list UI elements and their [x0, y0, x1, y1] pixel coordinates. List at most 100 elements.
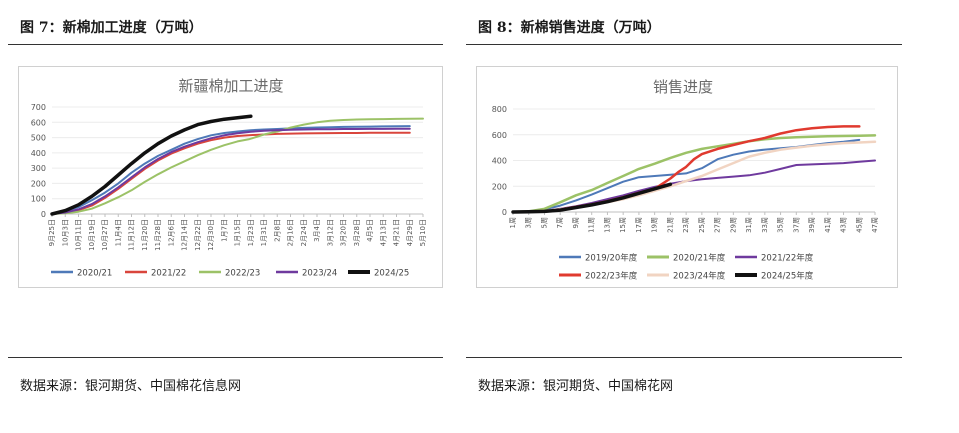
x-tick-label: 12月6日: [167, 219, 175, 246]
y-tick-label: 200: [31, 179, 46, 188]
x-tick-label: 12月22日: [194, 219, 202, 251]
y-tick-label: 0: [502, 208, 507, 217]
x-tick-label: 10月11日: [75, 219, 83, 251]
x-tick-label: 13周: [603, 217, 611, 233]
x-tick-label: 35周: [777, 217, 785, 233]
x-tick-label: 7周: [556, 217, 564, 228]
processing-chart-grid: [52, 106, 423, 215]
x-tick-label: 12月14日: [181, 219, 189, 251]
left-bottom-rule: [8, 357, 443, 358]
x-tick-label: 17周: [635, 217, 643, 233]
x-tick-label: 27周: [714, 217, 722, 233]
processing-chart-title: 新疆棉加工进度: [178, 77, 283, 95]
sales-chart-legend: 2019/20年度 2020/21年度 2021/22年度 2022/23年度 2023…: [559, 253, 814, 282]
x-tick-label: 1周: [509, 217, 517, 228]
processing-chart-legend: 2020/21 2021/22 2022/23 2023/24 2024/25: [51, 269, 409, 279]
sales-chart-y-ticks: 0 200 400 600 800: [492, 105, 507, 217]
x-tick-label: 3月12日: [326, 219, 334, 246]
legend-label-2: 2021/22: [151, 269, 186, 279]
legend-label-3: 2021/22年度: [761, 253, 814, 264]
x-tick-label: 10月3日: [61, 219, 69, 246]
series-line-2: [51, 131, 411, 215]
y-tick-label: 100: [31, 195, 46, 204]
x-tick-label: 19周: [651, 217, 659, 233]
y-tick-label: 500: [31, 134, 46, 143]
right-top-rule: [466, 44, 902, 45]
x-tick-label: 12月30日: [207, 219, 215, 251]
y-tick-label: 600: [492, 131, 507, 140]
x-tick-label: 11月4日: [114, 219, 122, 246]
left-top-rule: [8, 44, 443, 45]
x-tick-label: 3周: [525, 217, 533, 228]
x-tick-label: 11月20日: [141, 219, 149, 251]
x-tick-label: 10月19日: [88, 219, 96, 251]
y-tick-label: 400: [31, 149, 46, 158]
x-tick-label: 47周: [871, 217, 879, 233]
series-line-3: [51, 117, 424, 215]
x-tick-label: 5周: [540, 217, 548, 228]
sales-chart: 销售进度 0 200 400 600 800 1周 3周 5周 7周 9周 11周 13周 15周 17…: [492, 78, 879, 282]
x-tick-label: 9月25日: [48, 219, 56, 246]
right-source-note: 数据来源：银河期货、中国棉花网: [478, 379, 674, 394]
legend-label-3: 2022/23: [225, 269, 260, 279]
y-tick-label: 0: [41, 210, 46, 219]
x-tick-label: 11周: [588, 217, 596, 233]
x-tick-label: 4月21日: [393, 219, 401, 246]
y-tick-label: 600: [31, 118, 46, 127]
x-tick-label: 43周: [840, 217, 848, 233]
x-tick-label: 37周: [792, 217, 800, 233]
series-line-6: [511, 182, 673, 214]
x-tick-label: 1月23日: [247, 219, 255, 246]
x-tick-label: 9周: [572, 217, 580, 228]
x-tick-label: 4月29日: [406, 219, 414, 246]
legend-label-5: 2024/25: [374, 269, 409, 279]
x-tick-label: 21周: [666, 217, 674, 233]
legend-label-4: 2023/24: [302, 269, 337, 279]
x-tick-label: 3月20日: [340, 219, 348, 246]
y-tick-label: 200: [492, 182, 507, 191]
x-tick-label: 3月28日: [353, 219, 361, 246]
x-tick-label: 11月12日: [128, 219, 136, 251]
series-line-4: [51, 127, 411, 215]
left-source-note: 数据来源：银河期货、中国棉花信息网: [20, 379, 242, 394]
x-tick-label: 41周: [824, 217, 832, 233]
legend-label-2: 2020/21年度: [673, 253, 726, 264]
x-tick-label: 3月4日: [313, 219, 321, 242]
x-tick-label: 39周: [808, 217, 816, 233]
x-tick-label: 2月24日: [300, 219, 308, 246]
y-tick-label: 700: [31, 103, 46, 112]
x-tick-label: 4月13日: [379, 219, 387, 246]
series-line-2: [511, 134, 877, 214]
x-tick-label: 31周: [745, 217, 753, 233]
right-bottom-rule: [466, 357, 902, 358]
processing-chart-x-ticks: 9月25日 10月3日 10月11日 10月19日 10月27日 11月4日 11月12日 1…: [48, 214, 427, 251]
x-tick-label: 1月15日: [234, 219, 242, 246]
legend-label-1: 2020/21: [77, 269, 112, 279]
x-tick-label: 1月31日: [260, 219, 268, 246]
legend-label-5: 2023/24年度: [673, 271, 726, 282]
sales-chart-title: 销售进度: [653, 78, 713, 96]
x-tick-label: 11月28日: [154, 219, 162, 251]
x-tick-label: 2月16日: [287, 219, 295, 246]
series-line-5: [511, 140, 877, 214]
x-tick-label: 15周: [619, 217, 627, 233]
series-line-1: [51, 125, 411, 215]
sales-chart-series: [511, 125, 877, 214]
series-line-5: [50, 114, 253, 216]
x-tick-label: 29周: [729, 217, 737, 233]
processing-chart-series: [50, 114, 424, 216]
x-tick-label: 23周: [682, 217, 690, 233]
x-tick-label: 10月27日: [101, 219, 109, 251]
x-tick-label: 45周: [855, 217, 863, 233]
sales-chart-x-ticks: 1周 3周 5周 7周 9周 11周 13周 15周 17周 19周 21周 23周 25周 27周 29周…: [509, 212, 879, 233]
x-tick-label: 25周: [698, 217, 706, 233]
figure-8-title: 图 8：新棉销售进度（万吨）: [478, 20, 661, 36]
processing-chart-box: 新疆棉加工进度 0 100 200 300 400 500 600 700 9月25日 10月3…: [18, 66, 443, 288]
x-tick-label: 33周: [761, 217, 769, 233]
y-tick-label: 300: [31, 164, 46, 173]
sales-chart-box: 销售进度 0 200 400 600 800 1周 3周 5周 7周 9周 11周 13周 15周 17…: [476, 66, 898, 288]
legend-label-6: 2024/25年度: [761, 271, 814, 282]
x-tick-label: 5月10日: [419, 219, 427, 246]
legend-label-1: 2019/20年度: [585, 253, 638, 264]
processing-chart-y-ticks: 0 100 200 300 400 500 600 700: [31, 103, 46, 219]
